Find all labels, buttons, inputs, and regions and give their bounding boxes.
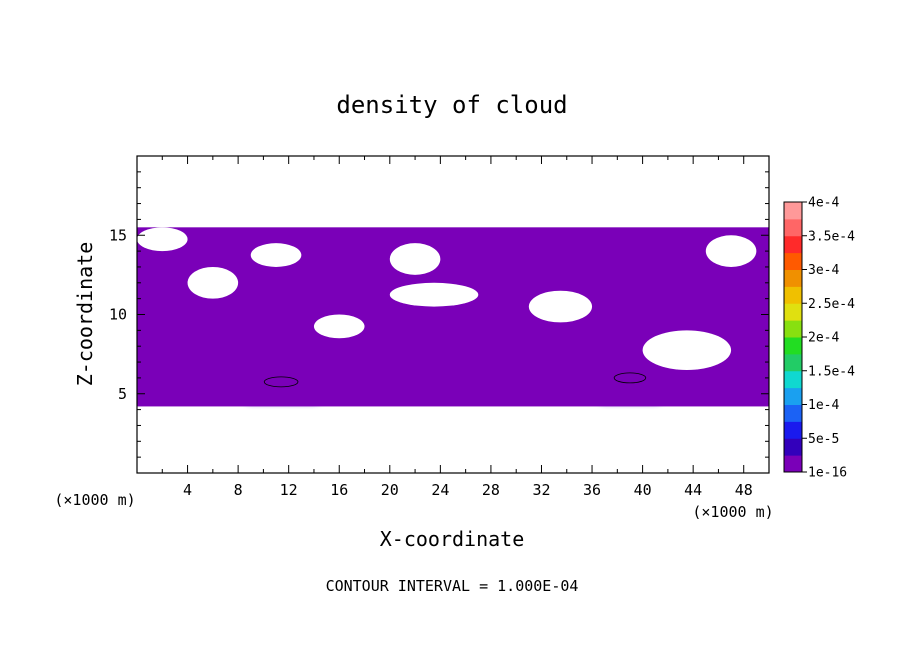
colorbar-label-8: 4e-4	[808, 196, 839, 211]
colorbar-swatch-2	[784, 421, 802, 439]
colorbar-swatch-9	[784, 303, 802, 321]
y-axis-ticks: 5 10 15	[109, 171, 769, 458]
colorbar-swatch-13	[784, 235, 802, 254]
x-tick-label-12: 12	[280, 481, 298, 499]
cloud-gap-0	[187, 266, 239, 299]
colorbar-swatch-12	[784, 252, 802, 270]
colorbar-label-0: 1e-16	[808, 466, 847, 481]
x-axis-ticks: 4 8 12 16 20 24 28 32 36 40 44 48	[161, 156, 753, 499]
colorbar-swatch-8	[784, 320, 802, 338]
colorbar: 1e-16 5e-5 1e-4 1.5e-4 2e-4 2.5e-4 3e-4 3.5e-4 4…	[783, 196, 855, 481]
x-axis-label: X-coordinate	[380, 527, 525, 551]
x-tick-label-24: 24	[431, 481, 449, 499]
x-tick-label-28: 28	[482, 481, 500, 499]
x-unit-left: (×1000 m)	[54, 491, 135, 509]
cloud-gap-6	[705, 235, 757, 267]
contour-region-0-0	[137, 227, 769, 407]
colorbar-swatch-10	[784, 286, 802, 304]
colorbar-swatch-7	[784, 337, 802, 355]
x-tick-label-40: 40	[634, 481, 652, 499]
cloud-field	[137, 227, 769, 407]
colorbar-swatch-3	[784, 404, 802, 422]
x-tick-label-4: 4	[183, 481, 192, 499]
colorbar-swatch-15	[784, 202, 802, 220]
x-tick-label-32: 32	[532, 481, 550, 499]
x-tick-label-48: 48	[735, 481, 753, 499]
cloud-gap-7	[137, 227, 188, 252]
colorbar-label-6: 3e-4	[808, 263, 839, 278]
x-tick-label-20: 20	[381, 481, 399, 499]
cloud-gap-3	[389, 282, 479, 307]
colorbar-swatch-0	[784, 455, 802, 473]
chart-title: density of cloud	[336, 91, 567, 119]
contour-interval-note: CONTOUR INTERVAL = 1.000E-04	[326, 577, 579, 595]
x-unit-right: (×1000 m)	[692, 503, 773, 521]
cloud-gap-2	[313, 314, 365, 339]
colorbar-label-5: 2.5e-4	[808, 297, 855, 312]
x-tick-label-16: 16	[330, 481, 348, 499]
x-tick-label-8: 8	[234, 481, 243, 499]
y-axis-label: Z-coordinate	[73, 242, 97, 387]
contour-line-1	[613, 372, 647, 384]
cloud-gap-5	[642, 330, 732, 370]
y-tick-label-10: 10	[109, 306, 127, 324]
colorbar-label-2: 1e-4	[808, 398, 839, 413]
contour-line-0	[263, 376, 299, 388]
y-tick-label-15: 15	[109, 226, 127, 244]
colorbar-label-1: 5e-5	[808, 432, 839, 447]
cloud-gap-8	[389, 243, 441, 275]
colorbar-label-4: 2e-4	[808, 331, 839, 346]
colorbar-swatch-4	[784, 387, 802, 405]
y-tick-label-5: 5	[118, 385, 127, 403]
colorbar-swatch-14	[784, 218, 802, 237]
colorbar-swatch-1	[784, 438, 802, 456]
colorbar-swatch-5	[784, 370, 802, 389]
colorbar-swatch-6	[784, 353, 802, 372]
colorbar-swatch-11	[784, 269, 802, 287]
colorbar-label-7: 3.5e-4	[808, 229, 855, 244]
cloud-gap-1	[250, 243, 302, 267]
x-tick-label-44: 44	[684, 481, 702, 499]
colorbar-label-3: 1.5e-4	[808, 364, 855, 379]
cloud-gap-4	[528, 290, 593, 323]
x-tick-label-36: 36	[583, 481, 601, 499]
